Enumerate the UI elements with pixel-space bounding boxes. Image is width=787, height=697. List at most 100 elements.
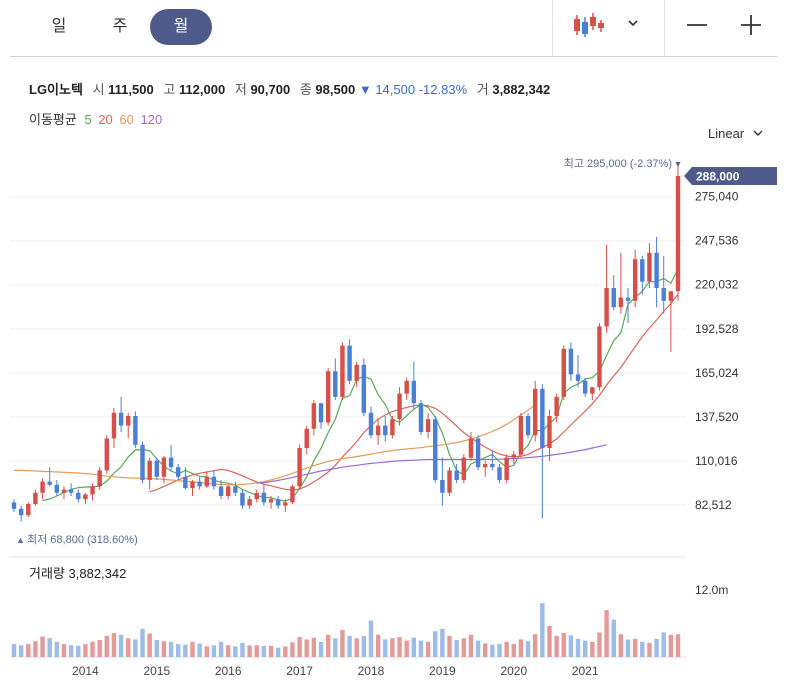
candle-body	[347, 345, 352, 381]
volume-bar	[504, 641, 509, 657]
candle-body	[461, 457, 467, 480]
x-tick-label: 2014	[72, 664, 99, 678]
scale-select[interactable]: Linear	[708, 126, 764, 141]
candlestick-icon[interactable]	[572, 12, 608, 38]
volume-bar	[340, 630, 345, 657]
volume-bar	[47, 638, 52, 657]
volume-bar	[418, 640, 424, 657]
candle-body	[204, 476, 209, 487]
volume-bar	[168, 641, 174, 657]
volume-bar	[368, 620, 374, 657]
candle-body	[468, 438, 474, 458]
candle-body	[54, 484, 60, 493]
volume-bar	[90, 641, 95, 657]
volume-bar	[154, 640, 160, 657]
candle-body	[425, 419, 431, 432]
candle-body	[590, 387, 595, 394]
candle-body	[18, 508, 24, 516]
candle-body	[311, 403, 317, 429]
volume-bar	[582, 640, 588, 657]
toolbar-divider	[552, 0, 553, 56]
candle-body	[433, 419, 438, 480]
candle-body	[404, 380, 409, 394]
candle-body	[104, 438, 110, 471]
scale-label: Linear	[708, 126, 745, 141]
volume-bar	[61, 644, 67, 657]
candle-body	[647, 252, 652, 282]
minus-icon[interactable]	[686, 14, 708, 36]
tab-monthly[interactable]: 월	[150, 9, 212, 45]
candle-body	[418, 403, 424, 432]
volume-bar	[532, 634, 538, 657]
open-label: 시	[92, 82, 105, 97]
candle-body	[76, 492, 81, 500]
candle-body	[133, 416, 138, 445]
candle-body	[490, 464, 495, 468]
volume-bar	[333, 638, 338, 657]
candle-body	[233, 486, 238, 493]
candle-body	[575, 374, 581, 381]
low-marker: ▲	[16, 535, 25, 545]
volume-bar	[247, 645, 252, 657]
volume-bar	[318, 641, 324, 657]
candle-body	[547, 416, 552, 448]
volume-bar	[375, 634, 381, 657]
volume-bar	[118, 634, 124, 657]
volume-bar	[547, 625, 552, 657]
x-tick-label: 2017	[286, 664, 313, 678]
volume-bar	[425, 641, 431, 657]
candle-body	[275, 499, 281, 506]
volume-bar	[468, 634, 474, 657]
volume-bar	[454, 640, 459, 657]
volume-bar	[640, 641, 645, 657]
x-tick-label: 2018	[358, 664, 385, 678]
close-label: 종	[299, 82, 312, 97]
candle-body	[283, 502, 288, 506]
candle-body	[675, 176, 681, 292]
candle-body	[268, 499, 274, 503]
moving-average-legend: 이동평균 5 20 60 120	[29, 109, 162, 128]
volume-bar	[176, 644, 181, 657]
candle-body	[118, 412, 124, 426]
volume-bar	[440, 628, 445, 657]
volume-bar	[311, 637, 317, 657]
candle-body	[390, 419, 395, 436]
change-percent: -12.83%	[418, 82, 468, 97]
volume-axis-label: 12.0m	[695, 583, 728, 597]
candle-body	[625, 297, 631, 301]
volume-bar	[561, 632, 566, 657]
volume-bar	[18, 645, 24, 657]
volume-bar	[54, 641, 60, 657]
y-tick-label: 137,520	[695, 410, 739, 424]
volume-bar	[240, 642, 245, 657]
volume-bar	[183, 644, 188, 657]
low-annotation: 최저 68,800 (318.60%)	[27, 533, 138, 546]
volume-bar	[11, 644, 17, 657]
tab-weekly[interactable]: 주	[112, 18, 128, 35]
period-toolbar: 일 주 월	[0, 0, 787, 56]
volume-bar	[283, 646, 288, 657]
candle-body	[33, 492, 38, 504]
candle-body	[518, 416, 524, 455]
volume-bar	[254, 645, 259, 657]
candle-body	[375, 425, 381, 436]
chevron-down-icon[interactable]	[626, 16, 640, 30]
y-tick-label: 220,032	[695, 278, 739, 292]
volume-bar	[304, 639, 309, 657]
candle-body	[190, 481, 195, 488]
candle-body	[582, 380, 588, 394]
volume-bar	[190, 641, 195, 657]
plus-icon[interactable]	[740, 14, 762, 36]
candle-body	[318, 403, 324, 423]
x-tick-label: 2015	[143, 664, 170, 678]
volume-bar	[411, 637, 417, 657]
candle-body	[554, 396, 559, 416]
y-tick-label: 192,528	[695, 322, 739, 336]
tab-daily[interactable]: 일	[51, 18, 67, 35]
candle-body	[161, 457, 167, 477]
candle-body	[361, 364, 367, 413]
high-annotation: 최고 295,000 (-2.37%)	[564, 157, 672, 170]
candle-body	[368, 412, 374, 436]
candle-body	[632, 259, 638, 301]
